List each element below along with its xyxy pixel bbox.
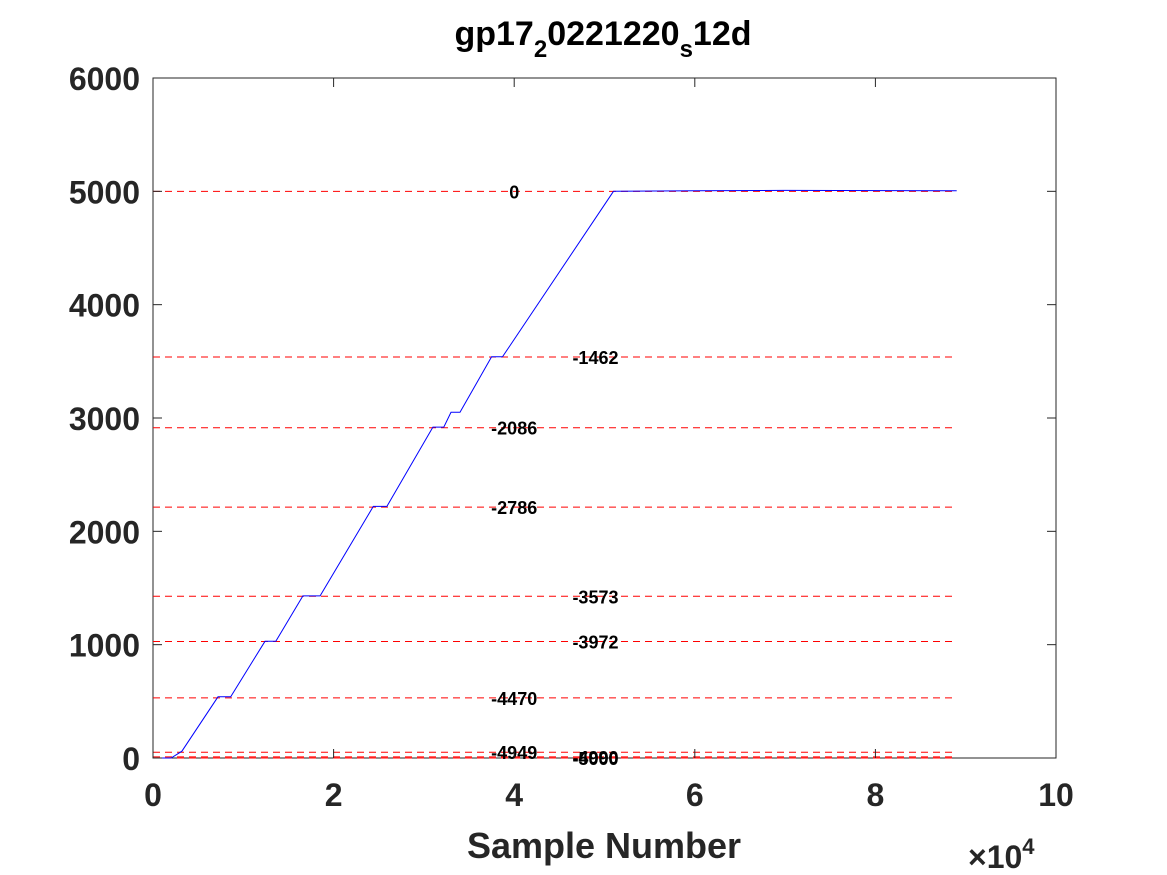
reference-line-label: -2786 [491, 498, 537, 518]
x-tick-label: 6 [686, 777, 704, 813]
x-exponent-prefix: ×10 [968, 839, 1022, 875]
x-exponent-power: 4 [1022, 834, 1035, 859]
title-sub2: s [680, 36, 693, 63]
plot-area [152, 77, 1057, 759]
reference-line-label: -4990 [572, 748, 618, 768]
y-axis: 0 1000 2000 3000 4000 5000 6000 [69, 61, 1056, 777]
reference-line-label: -1462 [572, 348, 618, 368]
reference-line-label: -5000 [572, 749, 618, 769]
y-tick-label: 3000 [69, 401, 140, 437]
series-line [153, 189, 957, 759]
x-tick-label: 10 [1038, 777, 1074, 813]
x-tick-label: 4 [505, 777, 523, 813]
reference-line-label: -3573 [572, 587, 618, 607]
x-exponent-label: ×104 [968, 834, 1035, 875]
x-axis: 0 2 4 6 8 10 [144, 78, 1074, 813]
reference-line-labels: 0-1462-2086-2786-3573-3972-4470-4949 -499… [491, 182, 618, 769]
title-base: gp17 [454, 15, 533, 53]
reference-line-label: 0 [509, 182, 519, 202]
chart-title: gp1720221220s12d [454, 15, 751, 63]
reference-line-label: -3972 [572, 632, 618, 652]
title-tail: 12d [693, 15, 752, 53]
y-tick-label: 5000 [69, 174, 140, 210]
title-mid: 0221220 [547, 15, 679, 53]
y-tick-label: 2000 [69, 514, 140, 550]
y-tick-label: 1000 [69, 628, 140, 664]
x-tick-label: 8 [867, 777, 885, 813]
reference-lines [153, 190, 957, 759]
x-axis-title: Sample Number [467, 825, 741, 866]
series-layer [153, 189, 957, 759]
title-sub1: 2 [534, 36, 547, 63]
y-tick-label: 6000 [69, 61, 140, 97]
x-tick-label: 2 [325, 777, 343, 813]
reference-line-label: -4470 [491, 689, 537, 709]
x-tick-label: 0 [144, 777, 162, 813]
y-tick-label: 4000 [69, 288, 140, 324]
reference-line-label: -2086 [491, 419, 537, 439]
y-tick-label: 0 [122, 741, 140, 777]
